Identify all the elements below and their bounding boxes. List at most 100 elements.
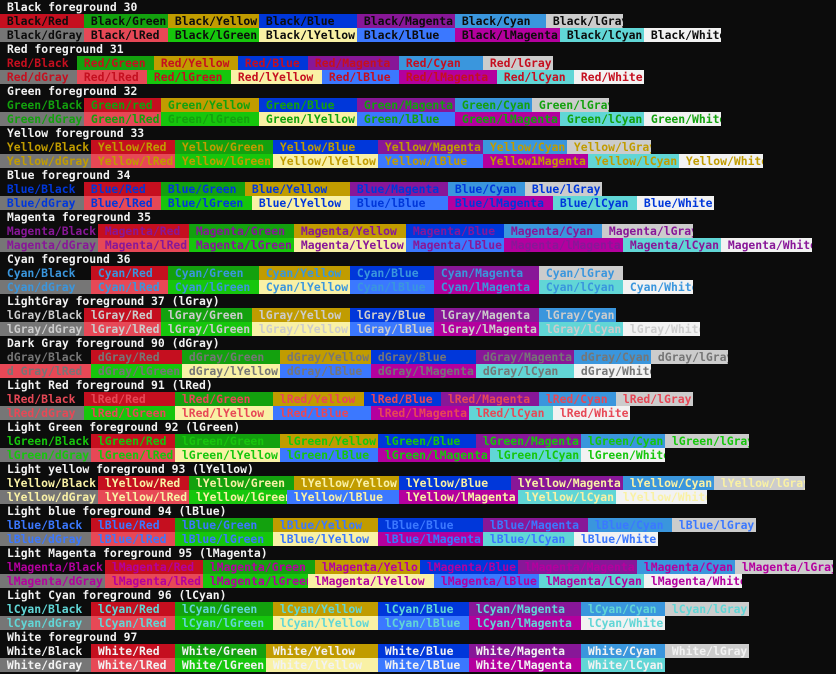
color-sample-cell: Blue/lMagenta: [448, 196, 553, 210]
color-sample-cell: Cyan/White: [623, 280, 693, 294]
color-sample-cell: Green/Magenta: [357, 98, 455, 112]
color-sample-cell: Magenta/Black: [0, 224, 98, 238]
color-row: Green/Black Green/red Green/Yellow Green…: [0, 98, 609, 112]
color-sample-cell: lBlue/Yellow: [273, 518, 378, 532]
color-sample-cell: lGray/dGray: [0, 322, 84, 336]
color-sample-cell: lBlue/Green: [175, 518, 273, 532]
color-sample-cell: lRed/lCyan: [469, 406, 553, 420]
color-row: lRed/Black lRed/Red lRed/Green lRed/Yell…: [0, 392, 693, 406]
color-sample-cell: lYellow/lCyan: [518, 490, 616, 504]
color-sample-cell: lCyan/lGray: [665, 602, 749, 616]
color-row: Red/dGray Red/lRed Red/lGreen Red/lYello…: [0, 70, 644, 84]
color-sample-cell: Blue/lBlue: [350, 196, 448, 210]
color-row: Red/Black Red/Green Red/Yellow Red/Blue …: [0, 56, 553, 70]
color-sample-cell: Magenta/Green: [189, 224, 294, 238]
color-sample-cell: Black/Red: [0, 14, 84, 28]
color-row: Yellow/Black Yellow/Red Yellow/Green Yel…: [0, 140, 651, 154]
color-row: dGray/Black dGray/Red dGray/Green dGray/…: [0, 350, 728, 364]
color-sample-cell: lCyan/Magenta: [469, 602, 581, 616]
color-sample-cell: lRed/lBlue: [273, 406, 371, 420]
color-row: lBlue/dGray lBlue/lRed lBlue/lGreen lBlu…: [0, 532, 658, 546]
color-sample-cell: lGreen/White: [581, 448, 665, 462]
color-row: lMagenta/dGray lMagenta/lRed lMagenta/lG…: [0, 574, 742, 588]
color-sample-cell: Blue/Red: [84, 182, 161, 196]
section-header: Light Magenta foreground 95 (lMagenta): [7, 546, 268, 560]
color-sample-cell: Cyan/Black: [0, 266, 91, 280]
color-sample-cell: Red/lYellow: [231, 70, 322, 84]
color-sample-cell: Cyan/Green: [168, 266, 259, 280]
color-sample-cell: lGray/lMagenta: [434, 322, 539, 336]
color-sample-cell: Cyan/lBlue: [350, 280, 434, 294]
color-sample-cell: Black/Yellow: [168, 14, 259, 28]
color-sample-cell: lYellow/Magenta: [511, 476, 623, 490]
color-row: Yellow/dGray Yellow/lRed Yellow/lGreen Y…: [0, 154, 763, 168]
color-sample-cell: Black/lGreen: [168, 28, 259, 42]
color-row: lYellow/dGray lYellow/lRed lYellow/lGree…: [0, 490, 707, 504]
color-sample-cell: Black/lRed: [84, 28, 168, 42]
color-sample-cell: lGreen/Black: [0, 434, 91, 448]
color-sample-cell: lYellow/lGray: [714, 476, 805, 490]
color-sample-cell: lGreen/Yellow: [280, 434, 378, 448]
color-sample-cell: Cyan/lGray: [539, 266, 623, 280]
color-sample-cell: d Gray/lRed: [0, 364, 91, 378]
color-sample-cell: Yellow/dGray: [0, 154, 91, 168]
color-sample-cell: Green/lRed: [84, 112, 161, 126]
color-sample-cell: Cyan/Red: [91, 266, 168, 280]
color-row: lGray/dGray lGray/lRed lGray/lGreen lGra…: [0, 322, 700, 336]
color-sample-cell: lGray/lBlue: [350, 322, 434, 336]
color-sample-cell: lMagenta/Red: [105, 560, 203, 574]
color-sample-cell: Red/Black: [0, 56, 77, 70]
color-sample-cell: dGray/lGreen: [91, 364, 182, 378]
color-sample-cell: lGreen/lRed: [91, 448, 175, 462]
color-sample-cell: White/lYellow: [266, 658, 378, 672]
color-row: Cyan/Black Cyan/Red Cyan/Green Cyan/Yell…: [0, 266, 623, 280]
color-sample-cell: lGray/Green: [161, 308, 252, 322]
color-sample-cell: Cyan/Yellow: [259, 266, 350, 280]
section-header: Light Cyan foreground 96 (lCyan): [7, 588, 227, 602]
color-sample-cell: Red/dGray: [0, 70, 77, 84]
color-sample-cell: lBlue/lGray: [672, 518, 756, 532]
color-sample-cell: Magenta/lMagenta: [504, 238, 623, 252]
color-sample-cell: Yellow/White: [679, 154, 763, 168]
color-sample-cell: Magenta/lGray: [602, 224, 693, 238]
color-sample-cell: Red/lCyan: [497, 70, 574, 84]
color-sample-cell: Green/lGreen: [161, 112, 259, 126]
color-row: lCyan/dGray lCyan/lRed lCyan/lGreen lCya…: [0, 616, 665, 630]
color-sample-cell: Magenta/Yellow: [294, 224, 406, 238]
color-sample-cell: lCyan/dGray: [0, 616, 91, 630]
color-sample-cell: lGreen/Green: [175, 434, 280, 448]
color-row: Magenta/Black Magenta/Red Magenta/Green …: [0, 224, 693, 238]
color-sample-cell: lGreen/Cyan: [581, 434, 665, 448]
color-sample-cell: dGray/Magenta: [476, 350, 574, 364]
color-sample-cell: Green/Blue: [259, 98, 357, 112]
color-sample-cell: Blue/White: [637, 196, 714, 210]
color-sample-cell: dGray/lMagenta: [371, 364, 476, 378]
color-sample-cell: lBlue/lYellow: [273, 532, 378, 546]
color-sample-cell: Red/Magenta: [308, 56, 399, 70]
color-sample-cell: lBlue/dGray: [0, 532, 91, 546]
color-row: Cyan/dGray Cyan/lRed Cyan/lGreen Cyan/lY…: [0, 280, 693, 294]
color-sample-cell: Magenta/Blue: [406, 224, 504, 238]
color-row: lRed/dGray lRed/lGreen lRed/lYellow lRed…: [0, 406, 630, 420]
section-header: Yellow foreground 33: [7, 126, 145, 140]
color-sample-cell: Yellow/lGreen: [175, 154, 273, 168]
color-sample-cell: lBlue/Blue: [378, 518, 483, 532]
color-sample-cell: Magenta/Cyan: [504, 224, 602, 238]
color-sample-cell: lCyan/Cyan: [581, 602, 665, 616]
color-sample-cell: dGray/Blue: [371, 350, 476, 364]
color-sample-cell: Yellow/lCyan: [588, 154, 679, 168]
color-sample-cell: White/Cyan: [581, 644, 665, 658]
color-sample-cell: Blue/lGray: [525, 182, 602, 196]
color-sample-cell: Blue/lRed: [84, 196, 161, 210]
section-header: White foreground 97: [7, 630, 138, 644]
color-sample-cell: lCyan/lRed: [91, 616, 175, 630]
color-sample-cell: lGray/Yellow: [252, 308, 350, 322]
section-header: Black foreground 30: [7, 0, 138, 14]
color-sample-cell: lMagenta/White: [644, 574, 742, 588]
color-sample-cell: lRed/lGreen: [84, 406, 175, 420]
color-sample-cell: Yellow/lYellow: [273, 154, 378, 168]
color-sample-cell: Cyan/lRed: [91, 280, 168, 294]
color-row: White/Black White/Red White/Green White/…: [0, 644, 749, 658]
section-header: Cyan foreground 36: [7, 252, 131, 266]
